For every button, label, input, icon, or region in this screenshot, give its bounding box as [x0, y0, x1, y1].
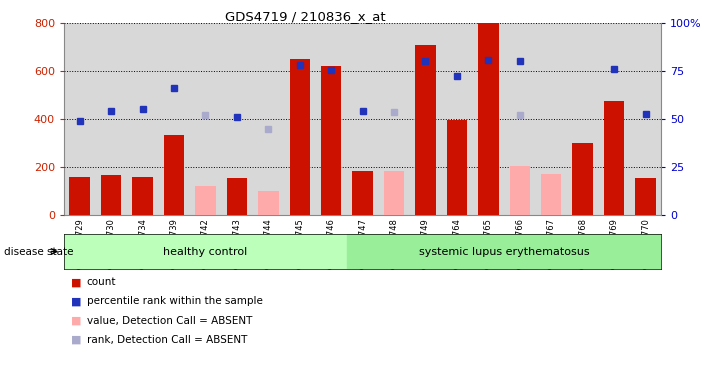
- Bar: [347, 23, 378, 215]
- Bar: [258, 191, 279, 215]
- Bar: [227, 178, 247, 215]
- Bar: [384, 170, 405, 215]
- Bar: [504, 23, 535, 215]
- Text: value, Detection Call = ABSENT: value, Detection Call = ABSENT: [87, 316, 252, 326]
- Bar: [442, 23, 473, 215]
- Text: percentile rank within the sample: percentile rank within the sample: [87, 296, 262, 306]
- Text: GDS4719 / 210836_x_at: GDS4719 / 210836_x_at: [225, 10, 386, 23]
- Bar: [599, 23, 630, 215]
- Bar: [447, 120, 467, 215]
- Bar: [630, 23, 661, 215]
- Text: count: count: [87, 277, 116, 287]
- Bar: [190, 23, 221, 215]
- Bar: [353, 170, 373, 215]
- Bar: [164, 135, 184, 215]
- Bar: [410, 23, 442, 215]
- Bar: [64, 234, 347, 269]
- Bar: [473, 23, 504, 215]
- Bar: [604, 101, 624, 215]
- Bar: [636, 178, 656, 215]
- Bar: [101, 175, 122, 215]
- Text: ■: ■: [71, 296, 82, 306]
- Text: ■: ■: [71, 316, 82, 326]
- Bar: [127, 23, 159, 215]
- Bar: [347, 234, 661, 269]
- Bar: [510, 166, 530, 215]
- Text: ■: ■: [71, 277, 82, 287]
- Bar: [132, 177, 153, 215]
- Bar: [378, 23, 410, 215]
- Bar: [196, 186, 215, 215]
- Text: disease state: disease state: [4, 247, 73, 257]
- Bar: [70, 177, 90, 215]
- Bar: [415, 45, 436, 215]
- Bar: [316, 23, 347, 215]
- Bar: [567, 23, 599, 215]
- Bar: [284, 23, 316, 215]
- Bar: [289, 59, 310, 215]
- Bar: [159, 23, 190, 215]
- Text: systemic lupus erythematosus: systemic lupus erythematosus: [419, 247, 589, 257]
- Text: ■: ■: [71, 335, 82, 345]
- Bar: [478, 23, 498, 215]
- Text: rank, Detection Call = ABSENT: rank, Detection Call = ABSENT: [87, 335, 247, 345]
- Bar: [572, 143, 593, 215]
- Bar: [64, 23, 95, 215]
- Bar: [321, 66, 341, 215]
- Text: healthy control: healthy control: [164, 247, 247, 257]
- Bar: [95, 23, 127, 215]
- Bar: [541, 174, 562, 215]
- Bar: [252, 23, 284, 215]
- Bar: [535, 23, 567, 215]
- Bar: [221, 23, 252, 215]
